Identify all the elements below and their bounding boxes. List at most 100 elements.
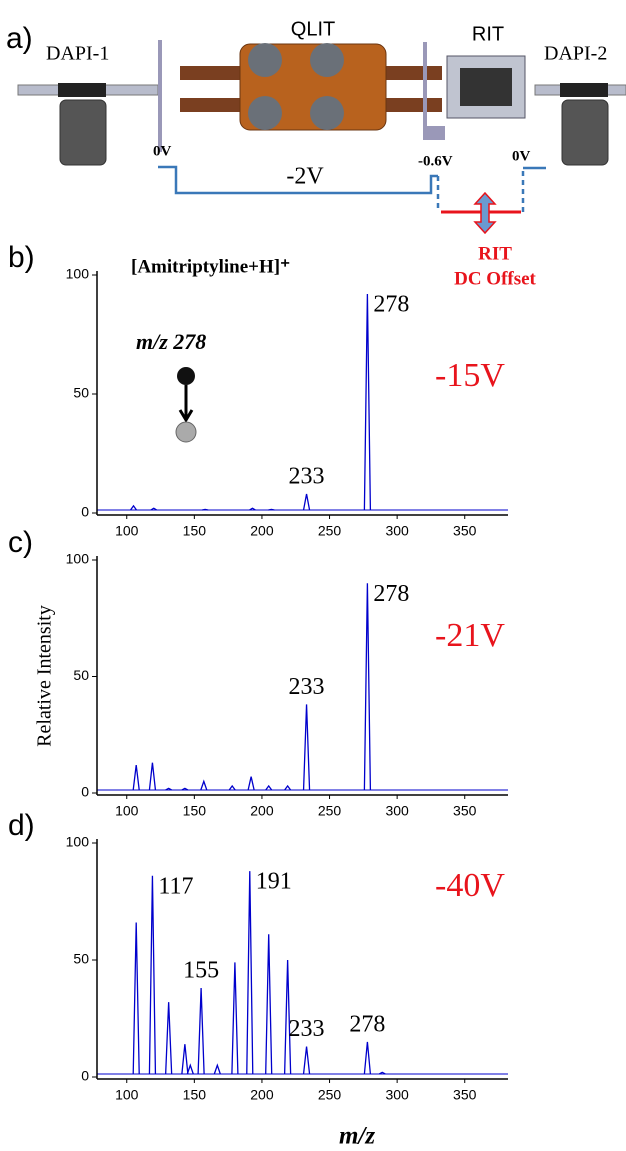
voltage-label: -21V: [435, 617, 505, 654]
y-tick-label: 100: [66, 266, 90, 282]
x-tick-label: 150: [183, 523, 207, 539]
potential-line: [158, 165, 438, 195]
peak: [265, 934, 273, 1075]
peak-label: 233: [289, 1016, 325, 1042]
ion-label: [Amitriptyline+H]⁺: [131, 256, 290, 277]
x-tick-label: 150: [183, 803, 207, 819]
peak: [165, 1002, 173, 1075]
component-label: RIT: [472, 23, 504, 45]
panel-label: d): [8, 809, 35, 842]
x-tick-label: 250: [318, 523, 342, 539]
x-tick-label: 350: [453, 1087, 477, 1103]
peak: [186, 1063, 194, 1075]
voltage-label: -2V: [286, 164, 324, 190]
x-tick-label: 200: [250, 1087, 274, 1103]
y-tick-label: 0: [81, 504, 89, 520]
panel-label: b): [8, 241, 35, 274]
plate: [158, 40, 162, 152]
y-tick-label: 50: [73, 951, 89, 967]
peak: [150, 507, 158, 511]
plate: [423, 42, 427, 140]
y-tick-label: 50: [73, 667, 89, 683]
x-tick-label: 350: [453, 523, 477, 539]
peak-label: 155: [183, 958, 219, 984]
x-axis-label: m/z: [339, 1123, 375, 1150]
y-axis-label: Relative Intensity: [34, 605, 56, 747]
peak: [129, 504, 138, 511]
peak: [231, 962, 239, 1075]
peak: [302, 493, 311, 511]
offset-label: RIT: [478, 243, 512, 264]
x-tick-label: 100: [115, 803, 139, 819]
y-tick-label: 0: [81, 784, 89, 800]
voltage-label: -40V: [435, 867, 505, 904]
peak-label: 233: [289, 674, 325, 700]
y-tick-label: 100: [66, 551, 90, 567]
peak: [363, 583, 372, 791]
plate: [423, 126, 445, 140]
x-tick-label: 150: [183, 1087, 207, 1103]
precursor-ion: [177, 367, 195, 385]
peak: [247, 776, 255, 791]
peak: [268, 508, 275, 511]
peak: [165, 787, 172, 791]
x-tick-label: 200: [250, 803, 274, 819]
peak: [265, 784, 273, 791]
dapi-valve: [560, 83, 608, 97]
electrode: [248, 96, 282, 130]
peak: [363, 1041, 372, 1075]
peak: [228, 784, 236, 791]
panel-label: c): [8, 526, 33, 559]
electrode: [310, 96, 344, 130]
peak-label: 233: [289, 463, 325, 489]
peak: [148, 762, 157, 791]
peak: [302, 704, 311, 791]
x-tick-label: 100: [115, 1087, 139, 1103]
voltage-label: -15V: [435, 357, 505, 394]
offset-arrow: [473, 191, 497, 235]
potential-line: [436, 168, 525, 212]
peak: [200, 779, 208, 791]
rit-inner: [460, 68, 512, 106]
fragmentation-arrow: [178, 385, 194, 423]
peak-label: 278: [373, 581, 409, 607]
panel-label: a): [6, 22, 33, 55]
dapi-body: [561, 99, 609, 166]
peak-label: 191: [256, 869, 292, 895]
peak: [246, 871, 254, 1075]
dapi-body: [59, 99, 107, 166]
peak: [181, 787, 189, 791]
peak: [202, 508, 209, 511]
peak: [197, 988, 205, 1075]
y-tick-label: 50: [73, 385, 89, 401]
component-label: DAPI-1: [46, 43, 109, 65]
electrode: [248, 43, 282, 77]
voltage-label: 0V: [153, 143, 172, 159]
x-tick-label: 300: [385, 523, 409, 539]
x-tick-label: 300: [385, 1087, 409, 1103]
x-tick-label: 250: [318, 803, 342, 819]
offset-label: DC Offset: [454, 268, 536, 289]
peak-label: 278: [373, 292, 409, 318]
electrode: [310, 43, 344, 77]
voltage-label: 0V: [512, 148, 531, 164]
component-label: QLIT: [291, 18, 335, 40]
peak-label: 117: [158, 873, 193, 899]
x-tick-label: 300: [385, 803, 409, 819]
peak: [249, 507, 256, 511]
x-tick-label: 250: [318, 1087, 342, 1103]
fragment-ion: [175, 421, 197, 443]
peak: [213, 1063, 221, 1075]
precursor-label: m/z 278: [136, 329, 206, 354]
x-tick-label: 350: [453, 803, 477, 819]
dapi-valve: [58, 83, 106, 97]
y-tick-label: 100: [66, 834, 90, 850]
peak: [363, 294, 372, 511]
peak: [132, 764, 140, 791]
y-tick-label: 0: [81, 1068, 89, 1084]
x-tick-label: 200: [250, 523, 274, 539]
peak-label: 278: [349, 1011, 385, 1037]
peak: [378, 1071, 386, 1075]
x-tick-label: 100: [115, 523, 139, 539]
